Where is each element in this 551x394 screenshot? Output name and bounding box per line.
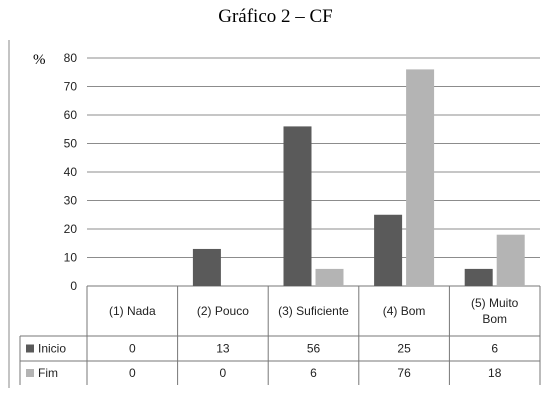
legend-label-inicio: Inicio <box>38 342 66 356</box>
cell-fim-5: 18 <box>488 366 502 380</box>
category-label-5: Bom <box>482 312 507 326</box>
y-axis-label: % <box>33 52 46 68</box>
y-tick-60: 60 <box>64 108 78 122</box>
cell-fim-3: 6 <box>310 366 317 380</box>
y-tick-20: 20 <box>64 222 78 236</box>
cell-inicio-5: 6 <box>491 342 498 356</box>
y-tick-40: 40 <box>64 165 78 179</box>
bar-fim-4 <box>406 69 435 287</box>
cell-fim-4: 76 <box>397 366 411 380</box>
legend-swatch-inicio <box>26 344 34 353</box>
cell-fim-2: 0 <box>220 366 227 380</box>
cell-fim-1: 0 <box>129 366 136 380</box>
chart-title: Gráfico 2 – CF <box>218 6 333 27</box>
category-label-4: (4) Bom <box>383 304 426 318</box>
cell-inicio-3: 56 <box>307 342 321 356</box>
category-label-2: (2) Pouco <box>197 304 249 318</box>
cell-inicio-2: 13 <box>216 342 230 356</box>
category-label-3: (3) Suficiente <box>278 304 349 318</box>
bars <box>192 69 525 287</box>
category-label-5: (5) Muito <box>471 296 519 310</box>
data-table: (1) Nada (2) Pouco (3) Suficiente (4) Bom (5… <box>19 286 541 385</box>
legend-swatch-fim <box>26 369 34 377</box>
y-tick-50: 50 <box>64 137 78 151</box>
y-tick-0: 0 <box>70 279 77 293</box>
y-tick-30: 30 <box>64 194 78 208</box>
bar-fim-3 <box>315 268 344 286</box>
bar-inicio-3 <box>283 126 312 287</box>
cell-inicio-1: 0 <box>129 342 136 356</box>
y-tick-labels: 0 10 20 30 40 50 60 70 80 <box>64 51 78 293</box>
y-tick-70: 70 <box>64 80 78 94</box>
bar-inicio-2 <box>192 248 221 286</box>
cell-inicio-4: 25 <box>397 342 411 356</box>
bar-fim-5 <box>496 234 525 286</box>
y-tick-80: 80 <box>64 51 78 65</box>
legend-label-fim: Fim <box>38 366 58 380</box>
y-tick-10: 10 <box>64 251 78 265</box>
category-label-1: (1) Nada <box>109 304 156 318</box>
bar-inicio-4 <box>374 214 403 286</box>
gridlines <box>87 57 540 287</box>
bar-inicio-5 <box>464 268 493 286</box>
